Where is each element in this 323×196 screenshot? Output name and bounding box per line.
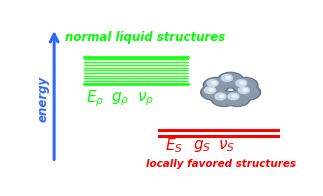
Circle shape <box>201 84 227 100</box>
Circle shape <box>219 95 224 98</box>
Circle shape <box>203 77 229 93</box>
Circle shape <box>212 81 216 84</box>
Circle shape <box>236 80 247 86</box>
Circle shape <box>215 93 226 100</box>
Circle shape <box>203 86 225 99</box>
Circle shape <box>204 87 215 93</box>
Circle shape <box>222 75 233 81</box>
Circle shape <box>234 84 261 100</box>
Text: $E_\rho$: $E_\rho$ <box>86 89 105 109</box>
Text: $\nu_S$: $\nu_S$ <box>218 138 235 154</box>
Circle shape <box>228 93 239 100</box>
Text: energy: energy <box>37 76 50 122</box>
Circle shape <box>226 76 231 79</box>
Circle shape <box>220 74 242 87</box>
Text: normal liquid structures: normal liquid structures <box>65 31 226 44</box>
Text: $g_\rho$: $g_\rho$ <box>111 90 130 108</box>
Text: $E_S$: $E_S$ <box>165 136 183 155</box>
Circle shape <box>243 88 247 91</box>
Circle shape <box>233 95 237 98</box>
Text: $\nu_\rho$: $\nu_\rho$ <box>137 90 154 108</box>
Bar <box>84 57 188 84</box>
Circle shape <box>209 88 214 91</box>
Circle shape <box>232 77 258 93</box>
Circle shape <box>238 87 249 93</box>
Circle shape <box>236 86 259 99</box>
Circle shape <box>213 92 235 105</box>
Circle shape <box>224 91 250 106</box>
Circle shape <box>207 80 218 86</box>
Circle shape <box>211 91 237 106</box>
Text: $g_S$: $g_S$ <box>193 138 211 154</box>
Circle shape <box>205 79 227 92</box>
Circle shape <box>226 92 248 105</box>
Text: locally favored structures: locally favored structures <box>146 159 296 169</box>
Circle shape <box>218 72 244 88</box>
Circle shape <box>234 79 256 92</box>
Circle shape <box>240 81 245 84</box>
